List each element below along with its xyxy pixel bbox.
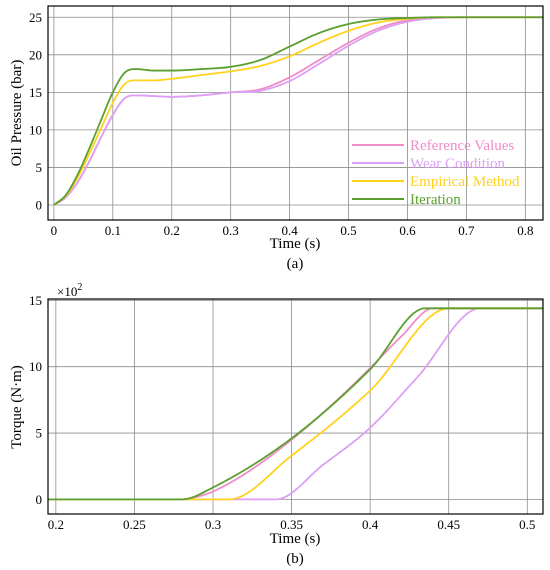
legend: Reference Values Wear Condition Empirical …	[352, 138, 520, 208]
series-line-iteration	[48, 307, 543, 501]
x-tick-label: 0.8	[517, 223, 533, 238]
legend-label-empirical-method: Empirical Method	[410, 174, 520, 190]
plot-frame	[47, 298, 544, 515]
x-axis-label: Time (s)	[270, 236, 321, 252]
y-tick-label: 10	[29, 359, 42, 374]
x-tick-label: 0.5	[519, 517, 535, 532]
x-tick-label: 0.25	[123, 517, 146, 532]
x-tick-label: 0.4	[362, 517, 379, 532]
x-tick-label: 0	[51, 223, 58, 238]
y-tick-label: 20	[29, 47, 42, 62]
y-tick-label: 5	[36, 160, 43, 175]
series-lines	[48, 307, 543, 501]
y-tick-label: 15	[29, 293, 42, 308]
x-tick-label: 0.3	[205, 517, 221, 532]
legend-label-wear-condition: Wear Condition	[410, 156, 506, 172]
x-axis-label: Time (s)	[270, 531, 321, 547]
y-tick-label: 15	[29, 85, 42, 100]
x-tick-labels: 0 0.1 0.2 0.3 0.4 0.5 0.6 0.7 0.8	[51, 223, 534, 238]
legend-label-iteration: Iteration	[410, 192, 461, 208]
series-line-empirical-method	[48, 307, 543, 501]
x-tick-label: 0.1	[105, 223, 121, 238]
series-line-wear-condition	[48, 307, 543, 501]
series-lines	[53, 16, 543, 206]
legend-label-reference-values: Reference Values	[410, 138, 514, 154]
x-tick-label: 0.2	[48, 517, 64, 532]
x-tick-label: 0.6	[399, 223, 416, 238]
grid-lines	[48, 6, 543, 220]
series-line-iteration	[53, 16, 543, 206]
y-tick-labels: 0 5 10 15 20 25	[29, 10, 42, 213]
y-tick-label: 10	[29, 122, 42, 137]
x-tick-label: 0.35	[280, 517, 303, 532]
y-multiplier: ×102	[57, 282, 82, 299]
plot-frame	[47, 5, 544, 221]
y-axis-label: Oil Pressure (bar)	[9, 60, 25, 167]
x-tick-label: 0.4	[281, 223, 298, 238]
x-tick-label: 0.7	[458, 223, 475, 238]
y-tick-label: 25	[29, 10, 42, 25]
grid-lines	[48, 299, 543, 514]
y-tick-label: 0	[36, 492, 43, 507]
x-tick-labels: 0.2 0.25 0.3 0.35 0.4 0.45 0.5	[48, 517, 536, 532]
y-tick-labels: 0 5 10 15	[29, 293, 42, 507]
x-tick-label: 0.45	[437, 517, 460, 532]
chart-oil-pressure: 0 0.1 0.2 0.3 0.4 0.5 0.6 0.7 0.8 0 5 10 15 20 25 Ref…	[9, 5, 544, 272]
y-tick-label: 0	[36, 197, 43, 212]
y-axis-label: Torque (N·m)	[9, 365, 25, 449]
y-tick-label: 5	[36, 426, 43, 441]
x-tick-label: 0.3	[223, 223, 239, 238]
subplot-caption: (a)	[287, 256, 304, 272]
x-tick-label: 0.2	[164, 223, 180, 238]
subplot-caption: (b)	[286, 551, 304, 567]
series-line-reference-values	[48, 307, 543, 501]
chart-torque: 0.2 0.25 0.3 0.35 0.4 0.45 0.5 0 5 10 15 ×102 Tim…	[9, 282, 544, 567]
x-tick-label: 0.5	[340, 223, 356, 238]
